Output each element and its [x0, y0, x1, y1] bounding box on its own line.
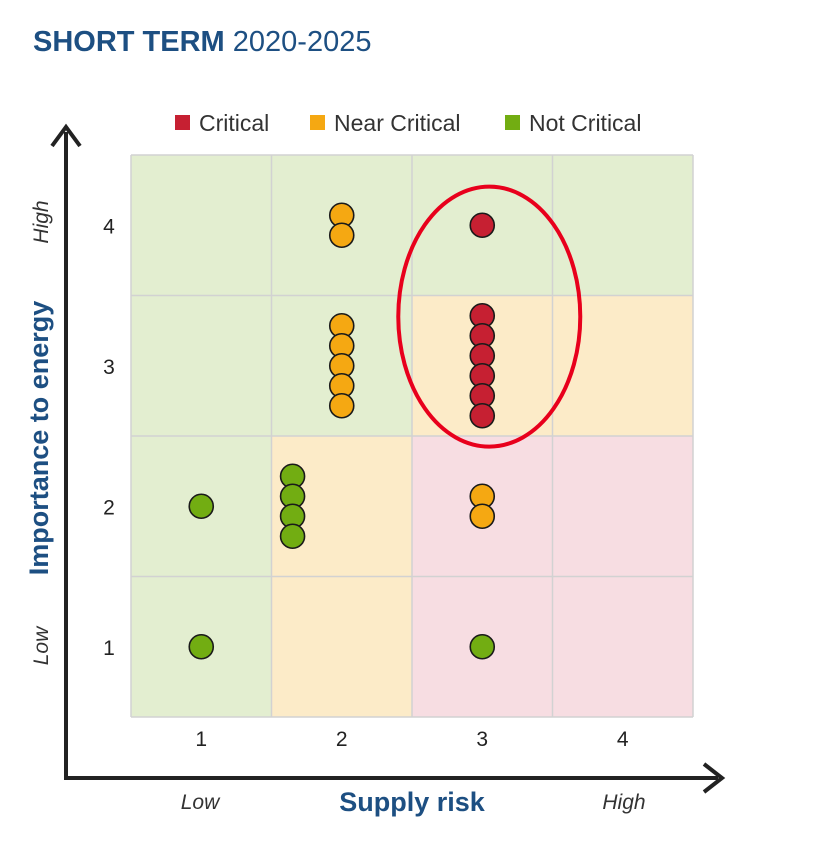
data-point	[279, 523, 306, 550]
y-tick-label: 3	[103, 356, 115, 379]
matrix-grid	[130, 154, 694, 718]
x-axis-high-label: High	[602, 791, 645, 814]
data-point	[188, 633, 215, 660]
axis-labels: Supply risk Importance to energy Low Hig…	[24, 200, 646, 817]
data-point	[469, 503, 496, 530]
chart-title: SHORT TERM 2020-2025	[33, 26, 371, 59]
x-axis-arrowhead	[702, 762, 726, 794]
legend-label: Not Critical	[529, 110, 641, 136]
matrix-cell	[552, 295, 693, 436]
legend-swatch	[310, 115, 325, 130]
x-axis-title: Supply risk	[339, 787, 486, 817]
data-point	[328, 222, 355, 249]
data-point	[328, 392, 355, 419]
legend-swatch	[175, 115, 190, 130]
y-axis-title: Importance to energy	[24, 301, 54, 576]
legend: Critical Near Critical Not Critical	[175, 110, 641, 136]
data-point	[469, 402, 496, 429]
data-point	[188, 493, 215, 520]
axes	[50, 123, 726, 794]
y-tick-label: 2	[103, 496, 115, 519]
legend-swatch	[505, 115, 520, 130]
x-tick-label: 3	[476, 728, 488, 751]
matrix-cell	[552, 576, 693, 717]
data-point	[469, 633, 496, 660]
highlight-ellipse	[396, 184, 583, 449]
matrix-cell	[552, 436, 693, 577]
y-axis-arrowhead	[50, 123, 82, 148]
matrix-cell	[131, 295, 272, 436]
chart-title-bold: SHORT TERM	[33, 26, 225, 58]
legend-label: Critical	[199, 110, 269, 136]
chart-title-light: 2020-2025	[232, 26, 372, 58]
legend-label: Near Critical	[334, 110, 461, 136]
y-axis-low-label: Low	[30, 625, 53, 665]
y-tick-label: 1	[103, 637, 115, 660]
data-points	[188, 202, 496, 660]
x-tick-label: 2	[336, 728, 348, 751]
y-axis-high-label: High	[30, 200, 53, 243]
highlight-layer	[396, 184, 583, 449]
x-tick-label: 4	[617, 728, 629, 751]
x-tick-label: 1	[195, 728, 207, 751]
matrix-cell	[271, 576, 412, 717]
x-axis-low-label: Low	[181, 791, 221, 814]
matrix-cell	[131, 155, 272, 296]
data-point	[469, 212, 496, 239]
y-tick-label: 4	[103, 215, 115, 238]
tick-labels: 1 2 3 4 1 2 3 4	[103, 215, 629, 751]
